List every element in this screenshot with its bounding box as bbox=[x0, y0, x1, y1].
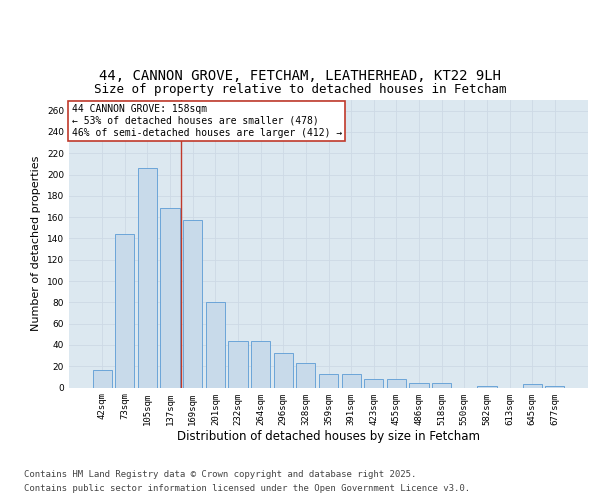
Bar bbox=[274, 354, 293, 388]
Bar bbox=[183, 220, 202, 388]
Text: Size of property relative to detached houses in Fetcham: Size of property relative to detached ho… bbox=[94, 83, 506, 96]
Text: 44, CANNON GROVE, FETCHAM, LEATHERHEAD, KT22 9LH: 44, CANNON GROVE, FETCHAM, LEATHERHEAD, … bbox=[99, 68, 501, 82]
Bar bbox=[523, 384, 542, 388]
Y-axis label: Number of detached properties: Number of detached properties bbox=[31, 156, 41, 332]
Bar bbox=[545, 386, 565, 388]
Bar bbox=[364, 379, 383, 388]
Bar bbox=[319, 374, 338, 388]
Bar bbox=[138, 168, 157, 388]
X-axis label: Distribution of detached houses by size in Fetcham: Distribution of detached houses by size … bbox=[177, 430, 480, 443]
Bar bbox=[92, 370, 112, 388]
Text: 44 CANNON GROVE: 158sqm
← 53% of detached houses are smaller (478)
46% of semi-d: 44 CANNON GROVE: 158sqm ← 53% of detache… bbox=[71, 104, 342, 138]
Bar bbox=[229, 340, 248, 388]
Bar bbox=[432, 383, 451, 388]
Text: Contains public sector information licensed under the Open Government Licence v3: Contains public sector information licen… bbox=[24, 484, 470, 493]
Bar bbox=[341, 374, 361, 388]
Bar bbox=[206, 302, 225, 388]
Bar bbox=[251, 340, 270, 388]
Bar bbox=[409, 383, 428, 388]
Bar bbox=[387, 379, 406, 388]
Bar bbox=[115, 234, 134, 388]
Bar bbox=[160, 208, 180, 388]
Bar bbox=[296, 363, 316, 388]
Text: Contains HM Land Registry data © Crown copyright and database right 2025.: Contains HM Land Registry data © Crown c… bbox=[24, 470, 416, 479]
Bar bbox=[477, 386, 497, 388]
